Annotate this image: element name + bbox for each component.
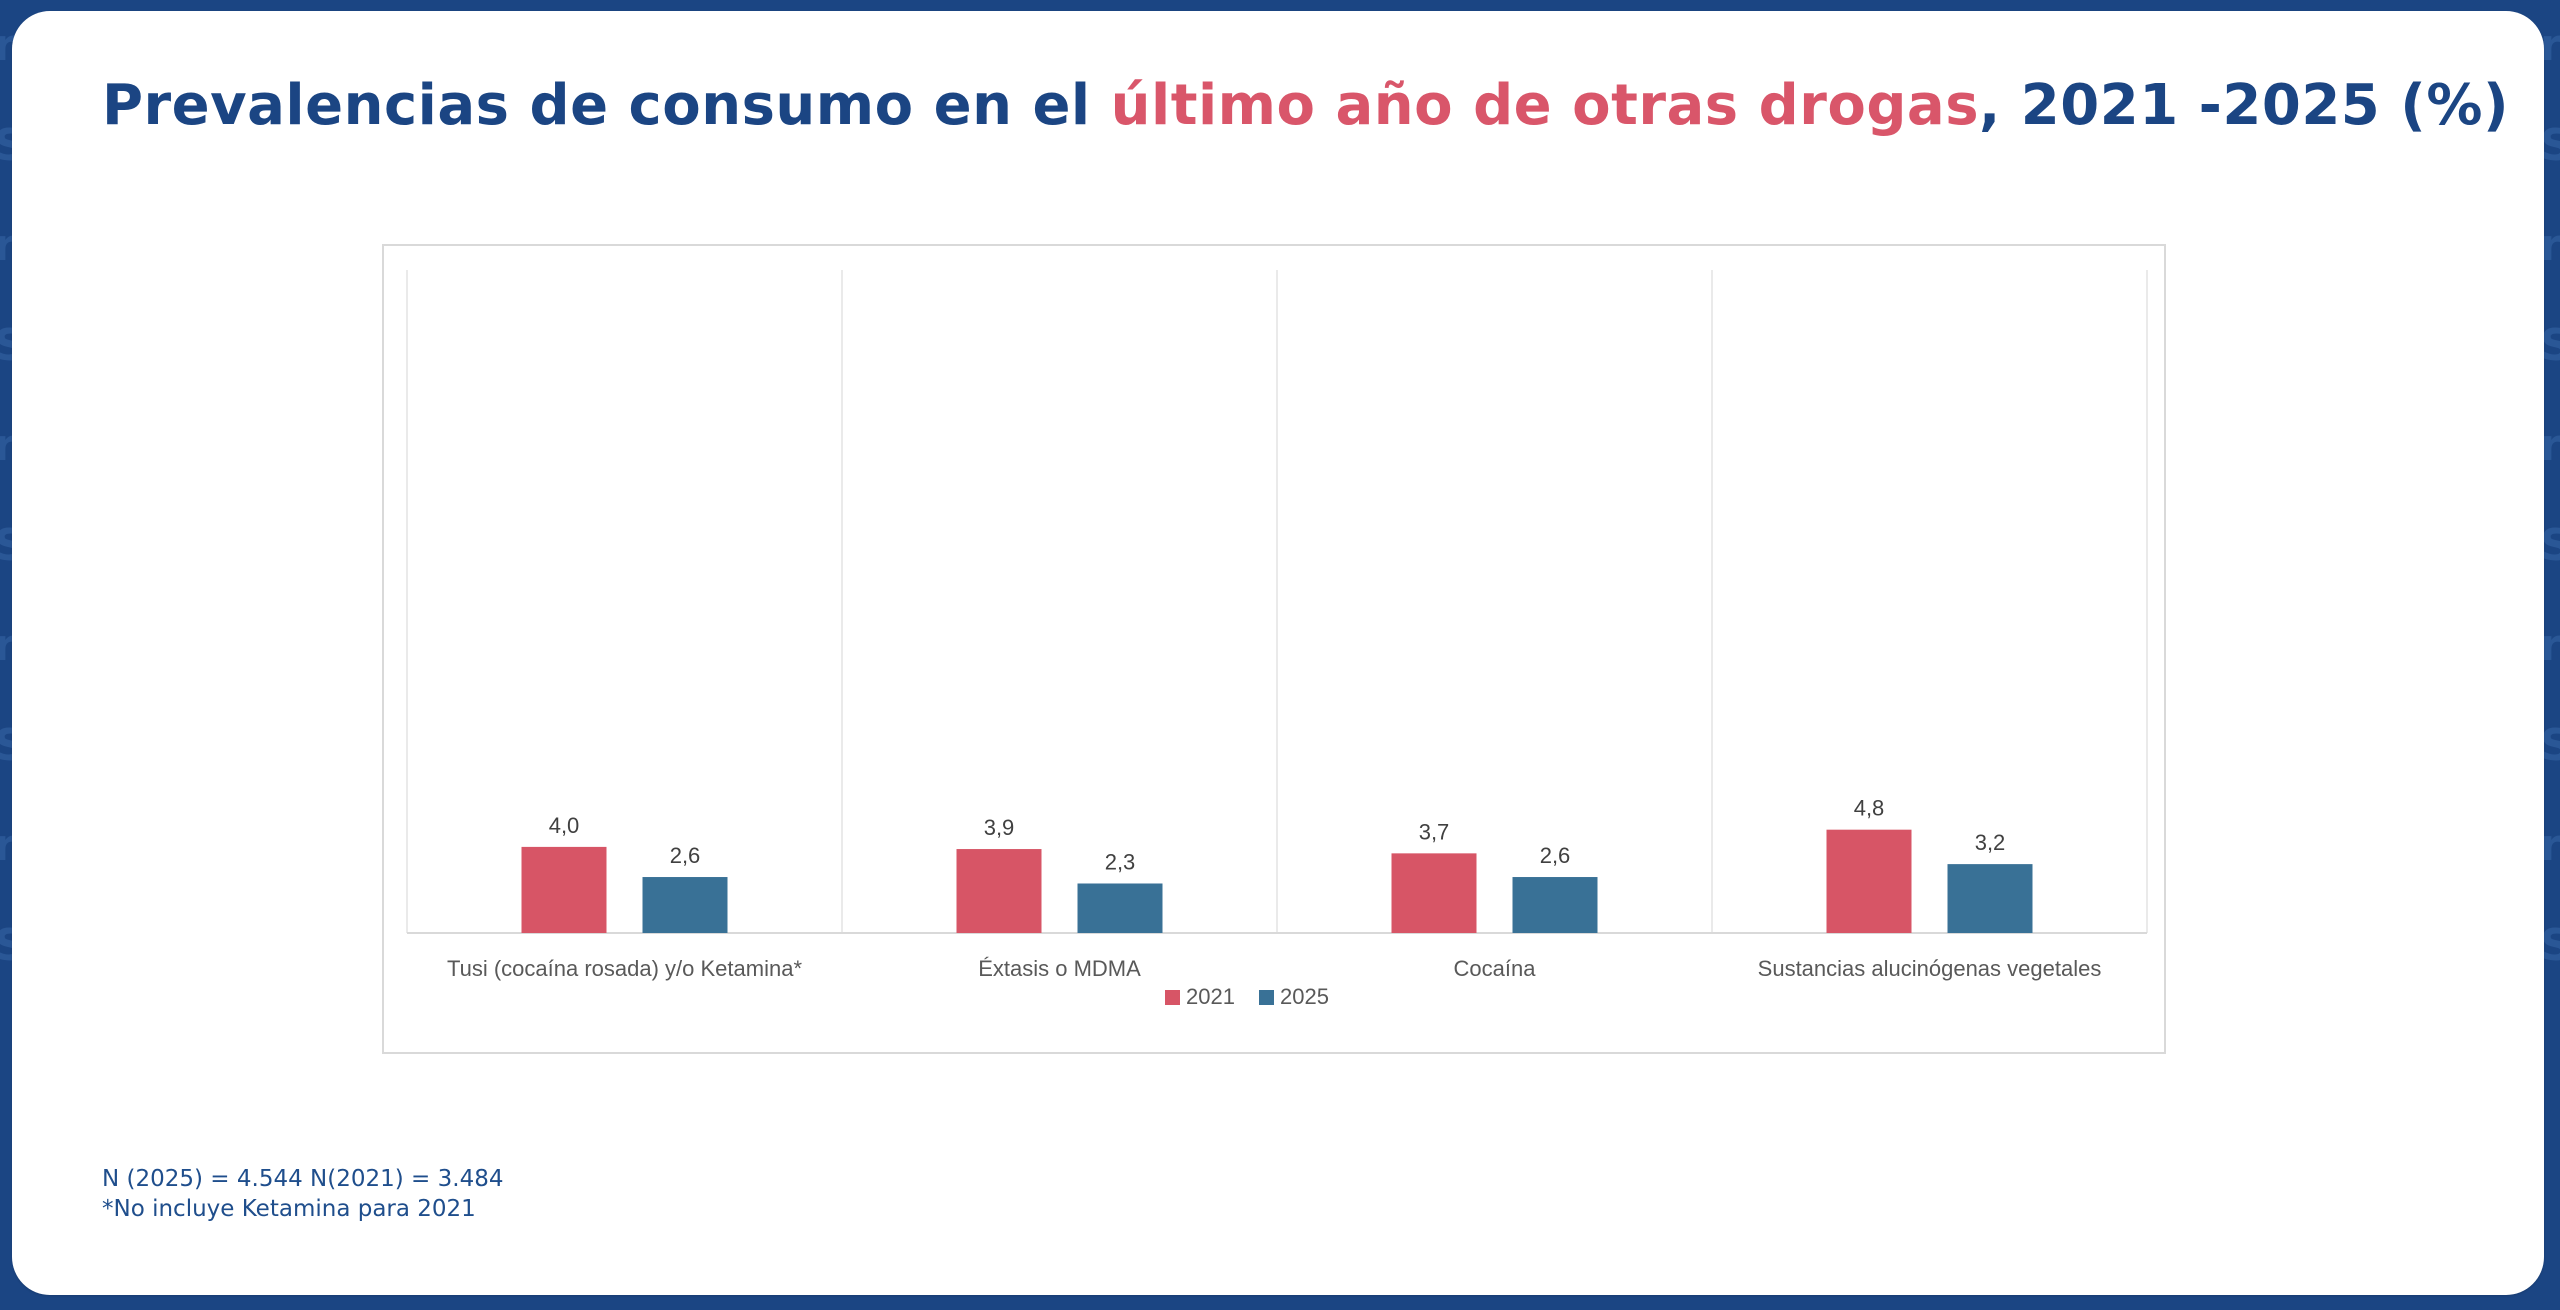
data-label-2025-4: 3,2 (1975, 830, 2006, 855)
title-part-1: Prevalencias de consumo en el (102, 73, 1111, 138)
title-highlight: último año de otras drogas (1110, 73, 1980, 138)
legend-label-2021: 2021 (1186, 984, 1235, 1009)
legend-label-2025: 2025 (1280, 984, 1329, 1009)
data-label-2025-1: 2,6 (670, 843, 701, 868)
category-label-4: Sustancias alucinógenas vegetales (1758, 956, 2102, 981)
bar-2021-2 (956, 849, 1042, 933)
footnotes: N (2025) = 4.544 N(2021) = 3.484 *No inc… (102, 1164, 503, 1224)
bar-2021-4 (1826, 829, 1912, 933)
data-label-2021-1: 4,0 (549, 813, 580, 838)
bar-2021-1 (521, 846, 607, 933)
bar-2025-3 (1512, 877, 1598, 933)
category-label-3: Cocaína (1454, 956, 1537, 981)
data-label-2021-2: 3,9 (984, 815, 1015, 840)
ketamine-footnote: *No incluye Ketamina para 2021 (102, 1196, 476, 1222)
bar-2025-4 (1947, 864, 2033, 933)
chart-container: 4,0 2,6 Tusi (cocaína rosada) y/o Ketamina… (382, 244, 2166, 1054)
bar-2025-2 (1077, 883, 1163, 933)
category-label-1: Tusi (cocaína rosada) y/o Ketamina* (447, 956, 802, 981)
data-label-2021-3: 3,7 (1419, 819, 1450, 844)
legend-swatch-2021 (1165, 990, 1180, 1005)
legend-swatch-2025 (1259, 990, 1274, 1005)
data-label-2021-4: 4,8 (1854, 796, 1885, 821)
bar-2025-1 (642, 877, 728, 933)
category-label-2: Éxtasis o MDMA (978, 956, 1141, 981)
slide-card: Prevalencias de consumo en el último año… (12, 11, 2544, 1295)
title-part-2: , 2021 -2025 (%) (1979, 73, 2510, 138)
bar-2021-3 (1391, 853, 1477, 933)
sample-size-note: N (2025) = 4.544 N(2021) = 3.484 (102, 1166, 504, 1192)
data-label-2025-3: 2,6 (1540, 843, 1571, 868)
slide-title: Prevalencias de consumo en el último año… (102, 73, 2509, 138)
bar-chart: 4,0 2,6 Tusi (cocaína rosada) y/o Ketamina… (406, 270, 2148, 1009)
data-label-2025-2: 2,3 (1105, 849, 1136, 874)
